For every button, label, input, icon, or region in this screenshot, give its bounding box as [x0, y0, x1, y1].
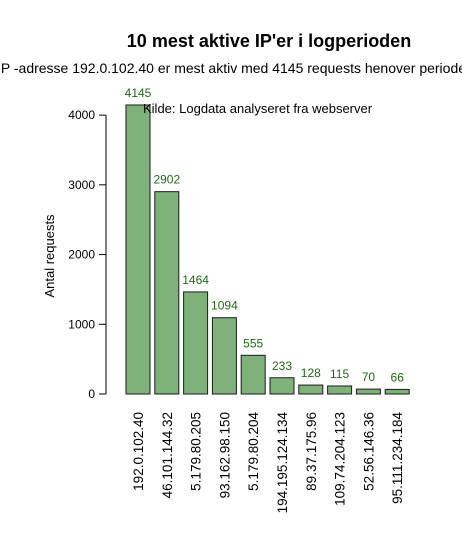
bar: [125, 104, 151, 395]
y-tick-label: 1000: [68, 317, 95, 331]
bar-value-label: 1094: [211, 299, 238, 313]
bar: [269, 377, 295, 395]
bar: [384, 388, 410, 395]
y-axis: 0 1000 2000 3000 4000: [68, 108, 107, 401]
bar-series: [125, 104, 410, 395]
x-tick-labels: 192.0.102.40 46.101.144.32 5.179.80.205 93.…: [131, 412, 405, 514]
bar-value-label: 233: [272, 359, 292, 373]
bar-value-label: 115: [330, 367, 349, 381]
y-axis-label: Antal requests: [42, 214, 57, 298]
bar-value-label: 66: [391, 370, 405, 384]
x-tick-label: 109.74.204.123: [333, 412, 348, 506]
bar-value-label: 4145: [125, 86, 152, 100]
bar: [211, 317, 237, 395]
bar: [298, 384, 324, 395]
bar-value-label: 1464: [182, 273, 209, 287]
y-tick-label: 3000: [68, 178, 95, 192]
chart-subtitle: IP -adresse 192.0.102.40 er mest aktiv m…: [0, 60, 462, 76]
bar-value-label: 555: [243, 336, 263, 350]
bar-value-label: 2902: [153, 173, 180, 187]
bar: [154, 191, 180, 395]
x-tick-label: 5.179.80.204: [246, 412, 261, 491]
bar: [183, 291, 209, 395]
x-tick-label: 5.179.80.205: [189, 412, 204, 491]
x-tick-label: 52.56.146.36: [361, 412, 376, 491]
x-tick-label: 95.111.234.184: [390, 412, 405, 504]
chart-annotation: Kilde: Logdata analyseret fra webserver: [143, 101, 373, 116]
bar: [355, 388, 381, 395]
bar-value-label: 128: [301, 366, 321, 380]
bar-value-label: 70: [362, 370, 376, 384]
y-tick-label: 4000: [68, 108, 95, 122]
chart-title: 10 mest aktive IP'er i logperioden: [127, 31, 411, 51]
x-tick-label: 194.195.124.134: [275, 412, 290, 514]
x-tick-label: 46.101.144.32: [160, 412, 175, 498]
bar: [240, 354, 266, 395]
x-tick-label: 93.162.98.150: [217, 412, 232, 498]
bar: [327, 385, 353, 395]
y-tick-label: 2000: [68, 248, 95, 262]
x-tick-label: 192.0.102.40: [131, 412, 146, 491]
x-tick-label: 89.37.175.96: [304, 412, 319, 491]
y-tick-label: 0: [88, 387, 95, 401]
